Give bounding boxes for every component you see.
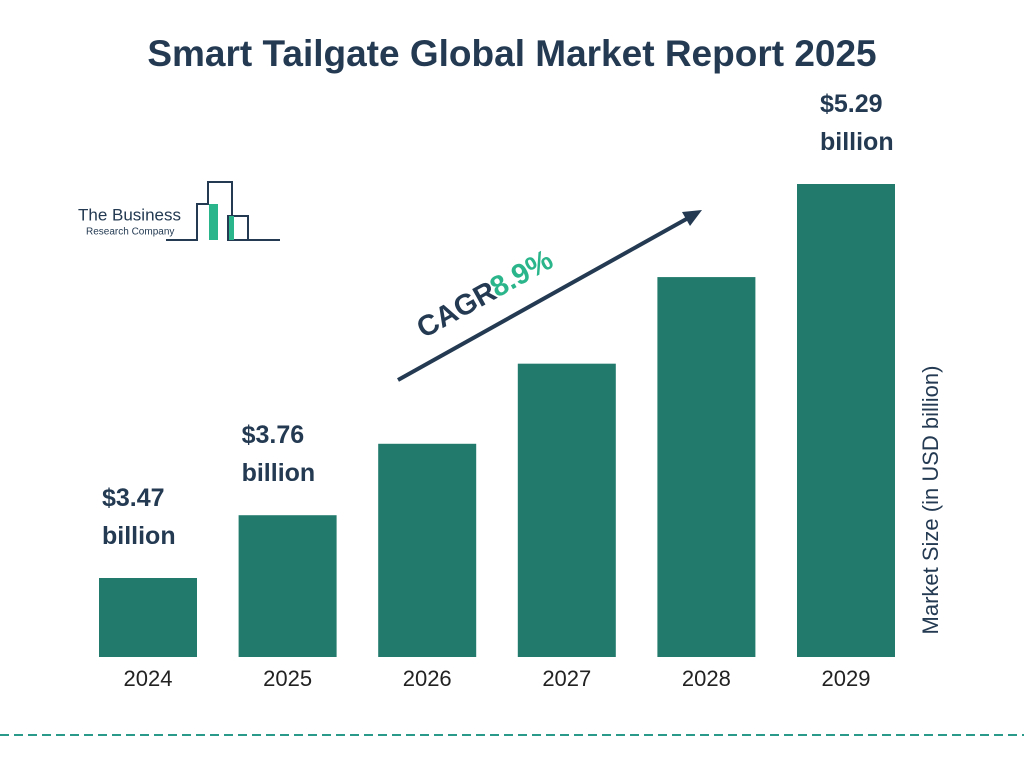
bar (238, 515, 337, 657)
bar (657, 277, 756, 657)
logo: The Business Research Company (78, 181, 280, 241)
cagr-text: CAGR (412, 275, 502, 344)
logo-subtext: Research Company (86, 227, 174, 238)
x-tick-label: 2026 (403, 666, 452, 691)
y-axis-label: Market Size (in USD billion) (918, 366, 943, 635)
value-label: $3.76 billion (241, 421, 316, 488)
value-label: $5.29 billion (820, 90, 894, 156)
x-tick-label: 2024 (124, 666, 173, 691)
x-tick-label: 2028 (682, 666, 731, 691)
x-tick-label: 2027 (542, 666, 591, 691)
chart-title: Smart Tailgate Global Market Report 2025 (147, 33, 876, 74)
value-label: $3.47 billion (102, 484, 176, 550)
cagr-arrow (397, 215, 691, 382)
x-tick-label: 2029 (822, 666, 871, 691)
bar (517, 363, 616, 657)
cagr-arrowhead (682, 210, 702, 226)
logo-text: The Business (78, 205, 181, 224)
bar (99, 578, 197, 657)
bar (797, 184, 895, 657)
bar (378, 443, 477, 657)
x-tick-label: 2025 (263, 666, 312, 691)
